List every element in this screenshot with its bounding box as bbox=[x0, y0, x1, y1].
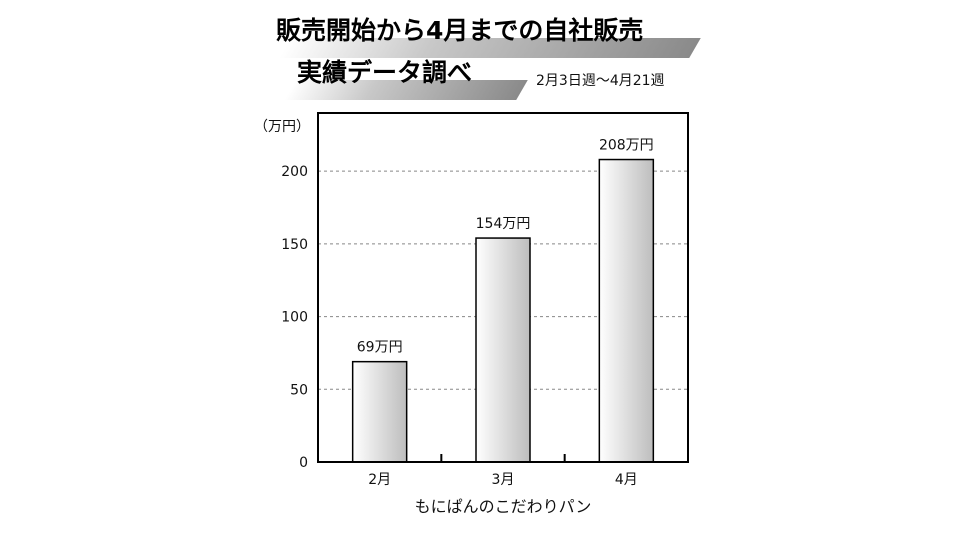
y-axis-unit-label: （万円） bbox=[254, 119, 310, 135]
bar-data-label: 208万円 bbox=[599, 138, 654, 154]
bar-3 bbox=[598, 158, 655, 463]
x-category-label: 3月 bbox=[492, 472, 515, 488]
plot-frame bbox=[317, 112, 689, 463]
y-tick-label: 200 bbox=[281, 164, 308, 180]
period-note: 2月3日週～4月21週 bbox=[536, 73, 665, 89]
y-axis-ticks: 0 50 100 150 200 bbox=[281, 164, 308, 471]
y-tick-label: 100 bbox=[281, 310, 308, 326]
bar-2 bbox=[475, 237, 531, 463]
x-axis-title: もにぱんのこだわりパン bbox=[415, 497, 592, 516]
bar-1 bbox=[351, 360, 408, 463]
bars bbox=[351, 158, 655, 463]
y-tick-label: 0 bbox=[299, 455, 308, 471]
bar-data-label: 69万円 bbox=[357, 340, 403, 356]
chart-title-line-2: 実績データ調べ bbox=[297, 58, 473, 87]
x-category-label: 4月 bbox=[615, 472, 638, 488]
y-tick-label: 150 bbox=[281, 237, 308, 253]
x-category-label: 2月 bbox=[368, 472, 391, 488]
chart-title-line-1: 販売開始から4月までの自社販売 bbox=[276, 16, 644, 45]
bar-data-label: 154万円 bbox=[476, 216, 531, 232]
y-tick-label: 50 bbox=[290, 382, 308, 398]
labels: 69万円 2月 154万円 3月 208万円 4月 bbox=[357, 138, 654, 488]
